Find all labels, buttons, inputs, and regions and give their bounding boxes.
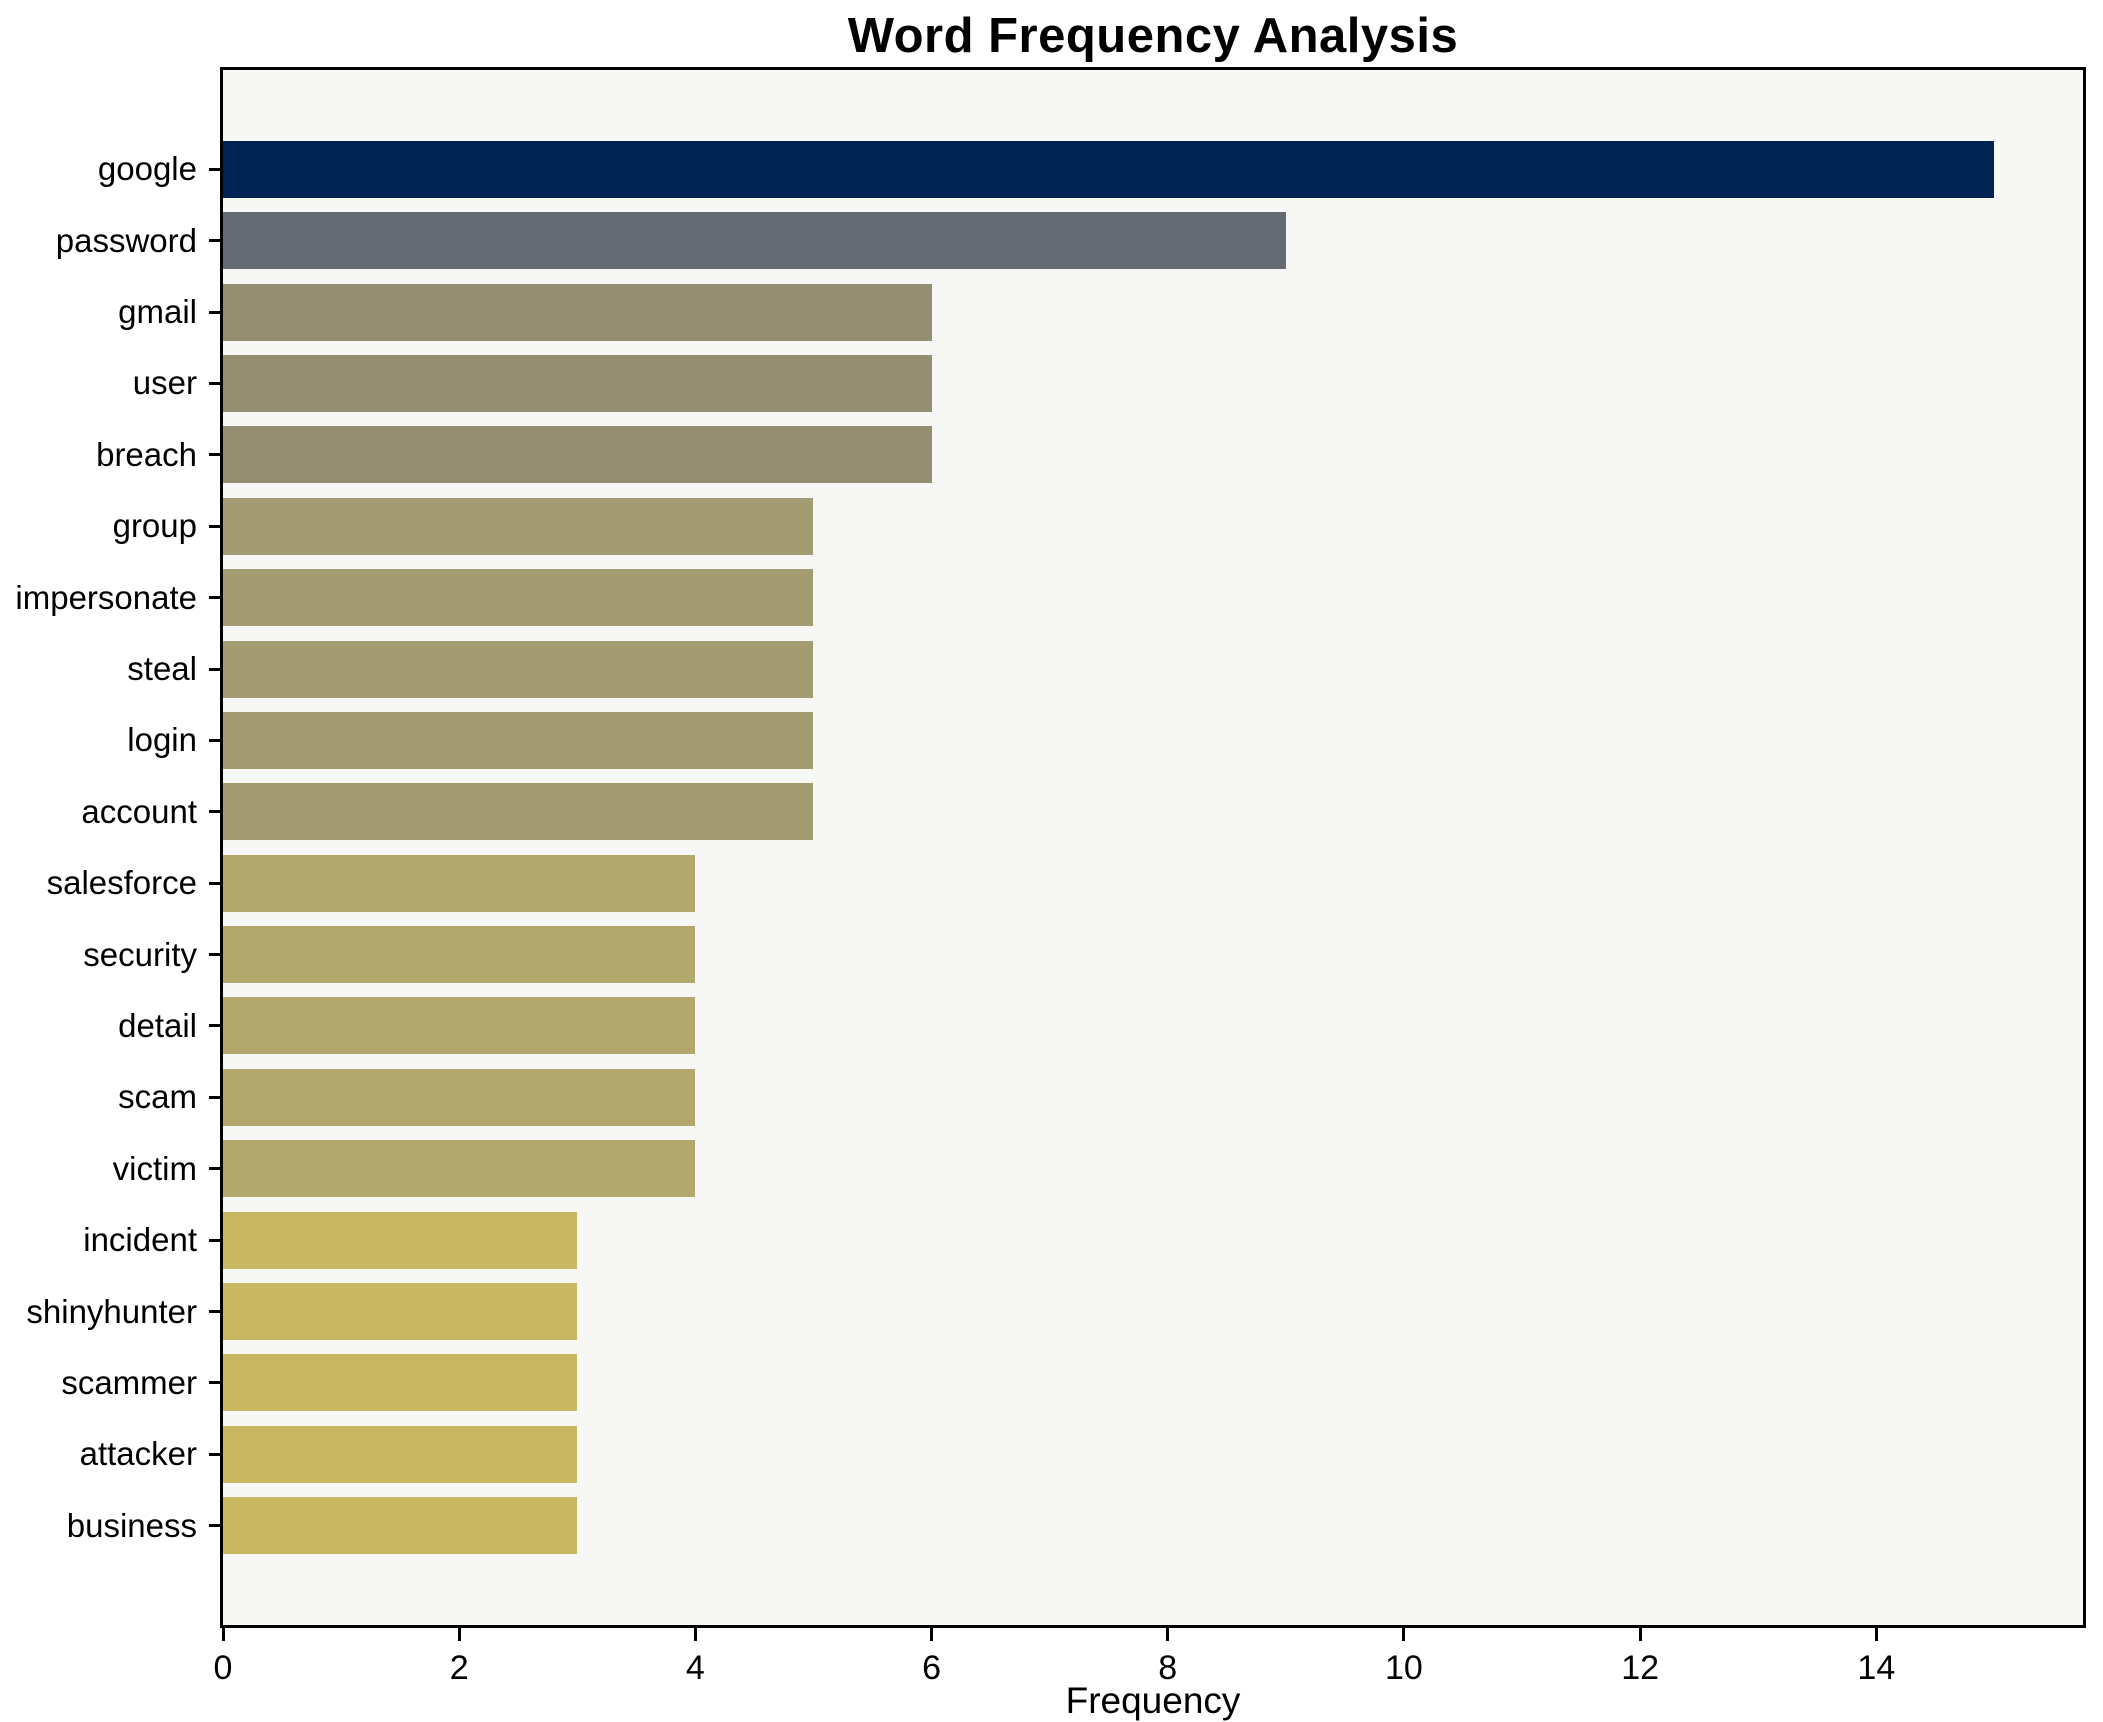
y-tick-mark: [209, 953, 220, 957]
bar-shinyhunter: [223, 1283, 578, 1341]
y-tick-mark: [209, 167, 220, 171]
y-tick-label-user: user: [132, 364, 197, 402]
x-axis-label: Frequency: [1065, 1680, 1241, 1721]
y-tick-mark: [209, 310, 220, 314]
x-tick-mark: [457, 1628, 461, 1641]
bar-salesforce: [223, 854, 696, 912]
bar-scam: [223, 1068, 696, 1126]
y-tick-mark: [209, 881, 220, 885]
y-tick-label-business: business: [66, 1506, 197, 1544]
y-tick-mark: [209, 524, 220, 528]
y-tick-label-group: group: [112, 507, 197, 545]
y-tick-mark: [209, 1310, 220, 1314]
y-tick-mark: [209, 1238, 220, 1242]
x-tick-mark: [1638, 1628, 1642, 1641]
y-tick-mark: [209, 810, 220, 814]
bar-attacker: [223, 1425, 578, 1483]
x-tick-mark: [1874, 1628, 1878, 1641]
y-tick-mark: [209, 1452, 220, 1456]
y-tick-label-gmail: gmail: [118, 293, 197, 331]
bar-breach: [223, 426, 932, 484]
y-tick-label-steal: steal: [127, 650, 197, 687]
chart-title: Word Frequency Analysis: [847, 9, 1459, 63]
y-tick-label-victim: victim: [112, 1149, 197, 1187]
y-tick-mark: [209, 1167, 220, 1171]
y-tick-label-password: password: [55, 221, 197, 259]
y-tick-label-incident: incident: [83, 1221, 197, 1259]
y-tick-mark: [209, 239, 220, 243]
bar-incident: [223, 1211, 578, 1269]
x-tick-mark: [693, 1628, 697, 1641]
bar-password: [223, 212, 1286, 270]
x-tick-mark: [930, 1628, 934, 1641]
y-tick-label-impersonate: impersonate: [15, 578, 197, 616]
bar-security: [223, 926, 696, 984]
bar-user: [223, 354, 932, 412]
y-tick-label-account: account: [81, 792, 197, 830]
y-tick-label-attacker: attacker: [79, 1435, 197, 1473]
y-tick-mark: [209, 738, 220, 742]
y-tick-label-google: google: [97, 150, 197, 188]
y-tick-mark: [209, 667, 220, 671]
bar-detail: [223, 997, 696, 1055]
y-tick-mark: [209, 1524, 220, 1528]
y-tick-mark: [209, 381, 220, 385]
bar-impersonate: [223, 569, 814, 627]
y-tick-mark: [209, 453, 220, 457]
bar-group: [223, 497, 814, 555]
y-tick-mark: [209, 1381, 220, 1385]
y-tick-mark: [209, 1095, 220, 1099]
y-tick-mark: [209, 596, 220, 600]
y-tick-label-login: login: [127, 721, 197, 759]
y-tick-label-security: security: [83, 935, 197, 973]
bar-steal: [223, 640, 814, 698]
y-tick-label-salesforce: salesforce: [46, 864, 197, 902]
bar-business: [223, 1497, 578, 1555]
x-tick-mark: [1166, 1628, 1170, 1641]
y-tick-label-detail: detail: [118, 1006, 197, 1044]
x-tick-mark: [221, 1628, 225, 1641]
bar-account: [223, 783, 814, 841]
plot-area: [220, 67, 2086, 1628]
bars-layer: [223, 70, 2083, 1625]
bar-gmail: [223, 283, 932, 341]
bar-login: [223, 711, 814, 769]
bar-scammer: [223, 1354, 578, 1412]
y-tick-label-shinyhunter: shinyhunter: [26, 1292, 197, 1330]
y-tick-label-breach: breach: [96, 435, 197, 473]
y-tick-label-scam: scam: [118, 1078, 197, 1116]
bar-victim: [223, 1140, 696, 1198]
y-tick-label-scammer: scammer: [61, 1363, 197, 1401]
y-tick-mark: [209, 1024, 220, 1028]
bar-google: [223, 140, 1995, 198]
x-tick-mark: [1402, 1628, 1406, 1641]
